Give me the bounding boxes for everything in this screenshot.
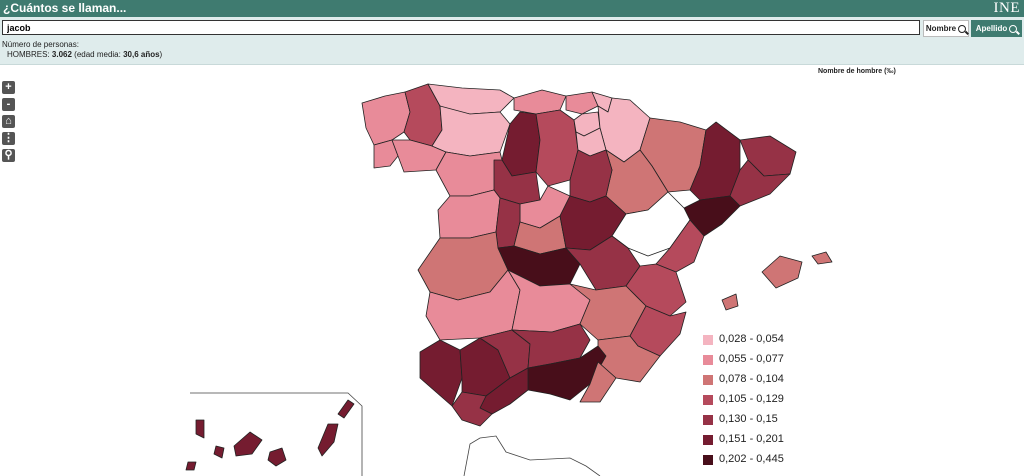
legend-swatch xyxy=(703,415,713,425)
search-icon xyxy=(958,24,967,33)
age-prefix: (edad media: xyxy=(71,50,124,59)
age-suffix: ) xyxy=(159,50,163,59)
apellido-button-label: Apellido xyxy=(975,24,1008,33)
nombre-search-button[interactable]: Nombre xyxy=(923,20,969,37)
persons-count: 3.062 xyxy=(51,50,72,59)
legend-label: 0,028 - 0,054 xyxy=(719,333,784,345)
more-options-icon[interactable]: ⋮ xyxy=(2,132,15,145)
province-zamora[interactable] xyxy=(435,151,503,197)
province-soria[interactable] xyxy=(569,149,613,203)
legend-swatch xyxy=(703,375,713,385)
province-pontevedra[interactable] xyxy=(373,139,399,169)
map-toolbar: + - ⌂ ⋮ ⚲ xyxy=(2,81,15,166)
province-santa-cruz-tenerife[interactable] xyxy=(185,419,263,471)
header-bar: ¿Cuántos se llaman... INE xyxy=(0,0,1024,17)
legend-label: 0,130 - 0,15 xyxy=(719,413,778,425)
province-las-palmas[interactable] xyxy=(267,399,355,467)
nombre-button-label: Nombre xyxy=(925,24,957,33)
province-ibiza[interactable] xyxy=(721,293,739,311)
legend-label: 0,078 - 0,104 xyxy=(719,373,784,385)
persons-label: Número de personas: xyxy=(2,40,79,49)
province-menorca[interactable] xyxy=(811,251,833,265)
home-icon[interactable]: ⌂ xyxy=(2,115,15,128)
legend-label: 0,151 - 0,201 xyxy=(719,433,784,445)
province-mallorca[interactable] xyxy=(761,255,803,289)
province-cadiz[interactable] xyxy=(451,391,493,427)
zoom-out-button[interactable]: - xyxy=(2,98,15,111)
legend-swatch xyxy=(703,455,713,465)
province-huelva[interactable] xyxy=(419,339,463,407)
average-age: 30,6 años xyxy=(123,50,160,59)
legend-label: 0,105 - 0,129 xyxy=(719,393,784,405)
legend-swatch xyxy=(703,355,713,365)
app-title: ¿Cuántos se llaman... xyxy=(3,1,127,15)
map-search-icon[interactable]: ⚲ xyxy=(2,149,15,162)
province-almeria[interactable] xyxy=(579,361,617,403)
name-search-input[interactable] xyxy=(2,20,920,35)
province-vizcaya[interactable] xyxy=(565,91,599,115)
persons-summary: HOMBRES: 3.062 (edad media: 30,6 años) xyxy=(7,50,162,59)
legend-label: 0,055 - 0,077 xyxy=(719,353,784,365)
ine-logo: INE xyxy=(993,0,1020,16)
morocco-coastline xyxy=(463,435,601,476)
map-title: Nombre de hombre (‰) xyxy=(818,68,896,75)
search-panel: Nombre Apellido Número de personas: HOMB… xyxy=(0,17,1024,65)
province-salamanca[interactable] xyxy=(437,189,501,239)
legend-label: 0,202 - 0,445 xyxy=(719,453,784,465)
legend-swatch xyxy=(703,335,713,345)
province-a-coruna[interactable] xyxy=(361,91,411,146)
legend-swatch xyxy=(703,395,713,405)
search-icon xyxy=(1009,24,1018,33)
canary-islands-frame xyxy=(190,392,363,476)
legend-swatch xyxy=(703,435,713,445)
apellido-search-button[interactable]: Apellido xyxy=(971,20,1022,37)
zoom-in-button[interactable]: + xyxy=(2,81,15,94)
gender-prefix: HOMBRES: xyxy=(7,50,52,59)
